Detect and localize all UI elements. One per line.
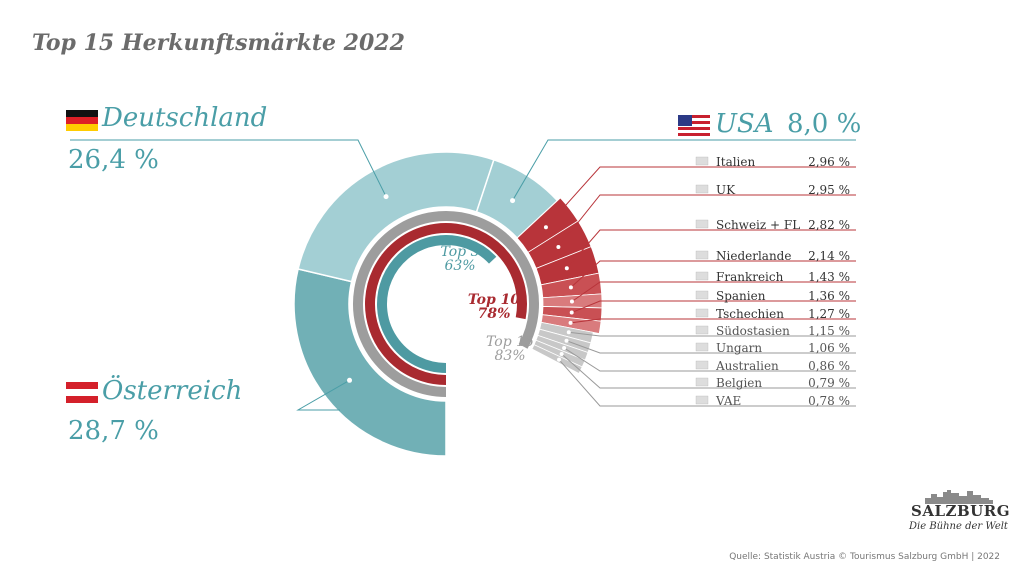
de-flag-icon <box>66 110 98 131</box>
oesterreich-label: Österreich <box>102 376 243 406</box>
market-value-spanien: 1,36 % <box>808 289 850 303</box>
it-flag-icon <box>695 156 709 166</box>
leader-line-sterreich <box>296 379 350 411</box>
slice-dot-tschechien <box>568 320 573 325</box>
market-label-niederlande: Niederlande <box>716 249 791 263</box>
market-value-frankreich: 1,43 % <box>808 270 850 284</box>
market-value-schweiz-fl: 2,82 % <box>808 218 850 232</box>
market-value-niederlande: 2,14 % <box>808 249 850 263</box>
ring-label-top-15: Top 15 <box>486 334 534 350</box>
ring-top-3 <box>377 235 497 373</box>
slice-dot-deutschland <box>383 194 389 200</box>
market-value-tschechien: 1,27 % <box>808 307 850 321</box>
market-label-uk: UK <box>716 183 736 197</box>
leader-line-tschechien <box>570 318 856 324</box>
market-value-uk: 2,95 % <box>808 183 850 197</box>
leader-line-belgien <box>561 353 856 389</box>
market-label-italien: Italien <box>716 155 755 169</box>
deutschland-value: 26,4 % <box>68 145 159 175</box>
ring-value-top-10: 78% <box>478 306 511 322</box>
market-value-belgien: 0,79 % <box>808 376 850 390</box>
cz-flag-icon <box>695 308 709 318</box>
leader-line-australien <box>563 347 856 372</box>
leader-line-schweiz-fl <box>566 229 856 269</box>
deutschland-label: Deutschland <box>102 103 268 133</box>
market-value-vae: 0,78 % <box>808 394 850 408</box>
ch-flag-icon <box>695 219 709 229</box>
market-label-tschechien: Tschechien <box>716 307 784 321</box>
market-label-belgien: Belgien <box>716 376 762 390</box>
slice-dot-schweiz-fl <box>564 266 569 271</box>
ring-top-15 <box>353 211 539 397</box>
leader-line-spanien <box>571 300 856 314</box>
market-label-spanien: Spanien <box>716 289 766 303</box>
market-value-s-dostasien: 1,15 % <box>808 324 850 338</box>
fr-flag-icon <box>695 271 709 281</box>
usa-label: USA <box>715 109 774 139</box>
slice-dot-uk <box>556 245 561 250</box>
es-flag-icon <box>695 290 709 300</box>
leader-line-vae <box>558 359 856 407</box>
market-label-s-dostasien: Südostasien <box>716 324 790 338</box>
slice-dot-s-dostasien <box>566 330 571 335</box>
source-note: Quelle: Statistik Austria © Tourismus Sa… <box>729 552 1000 562</box>
leader-line-ungarn <box>566 340 856 354</box>
slice-dot-usa <box>510 198 516 204</box>
slice-dot-frankreich <box>569 299 574 304</box>
castle-icon <box>925 490 993 504</box>
leader-line-usa <box>512 139 856 201</box>
au-flag-icon <box>695 360 709 370</box>
slice-dot-sterreich <box>347 377 353 383</box>
market-value-australien: 0,86 % <box>808 359 850 373</box>
slice-dot-vae <box>557 357 562 362</box>
slice-vae <box>531 344 583 375</box>
hu-flag-icon <box>695 342 709 352</box>
salzburg-logo: SALZBURG Die Bühne der Welt <box>905 488 1010 538</box>
be-flag-icon <box>695 377 709 387</box>
slice-sterreich <box>293 268 447 457</box>
leader-line-s-dostasien <box>568 331 856 337</box>
slice-dot-belgien <box>559 352 564 357</box>
uk-flag-icon <box>695 184 709 194</box>
market-label-ungarn: Ungarn <box>716 341 762 355</box>
ring-value-top-15: 83% <box>494 348 525 364</box>
ring-label-top-3: Top 3 <box>441 244 480 260</box>
ring-label-top-10: Top 10 <box>468 292 521 308</box>
slice-dot-italien <box>543 225 548 230</box>
slice-dot-ungarn <box>564 338 569 343</box>
ring-value-top-3: 63% <box>444 258 475 274</box>
leader-line-deutschland <box>70 139 387 197</box>
market-value-ungarn: 1,06 % <box>808 341 850 355</box>
ae-flag-icon <box>695 395 709 405</box>
market-label-schweiz-fl: Schweiz + FL <box>716 218 800 232</box>
oesterreich-value: 28,7 % <box>68 416 159 446</box>
asean-flag-icon <box>695 325 709 335</box>
us-flag-icon <box>678 115 710 136</box>
leader-line-italien <box>545 166 856 228</box>
ring-top-10 <box>365 223 527 385</box>
market-label-frankreich: Frankreich <box>716 270 784 284</box>
leader-line-frankreich <box>571 281 856 302</box>
at-flag-icon <box>66 382 98 403</box>
market-value-italien: 2,96 % <box>808 155 850 169</box>
slice-dot-niederlande <box>568 285 573 290</box>
nl-flag-icon <box>695 250 709 260</box>
usa-value: 8,0 % <box>787 109 862 139</box>
leader-line-uk <box>558 194 856 248</box>
slice-deutschland <box>297 151 495 283</box>
slice-dot-australien <box>562 345 567 350</box>
leader-line-niederlande <box>570 260 856 288</box>
logo-tagline: Die Bühne der Welt <box>909 521 1008 532</box>
market-label-vae: VAE <box>715 394 741 408</box>
logo-word: SALZBURG <box>911 502 1011 520</box>
chart-title: Top 15 Herkunftsmärkte 2022 <box>32 30 405 56</box>
market-label-australien: Australien <box>715 359 779 373</box>
slice-dot-spanien <box>569 310 574 315</box>
